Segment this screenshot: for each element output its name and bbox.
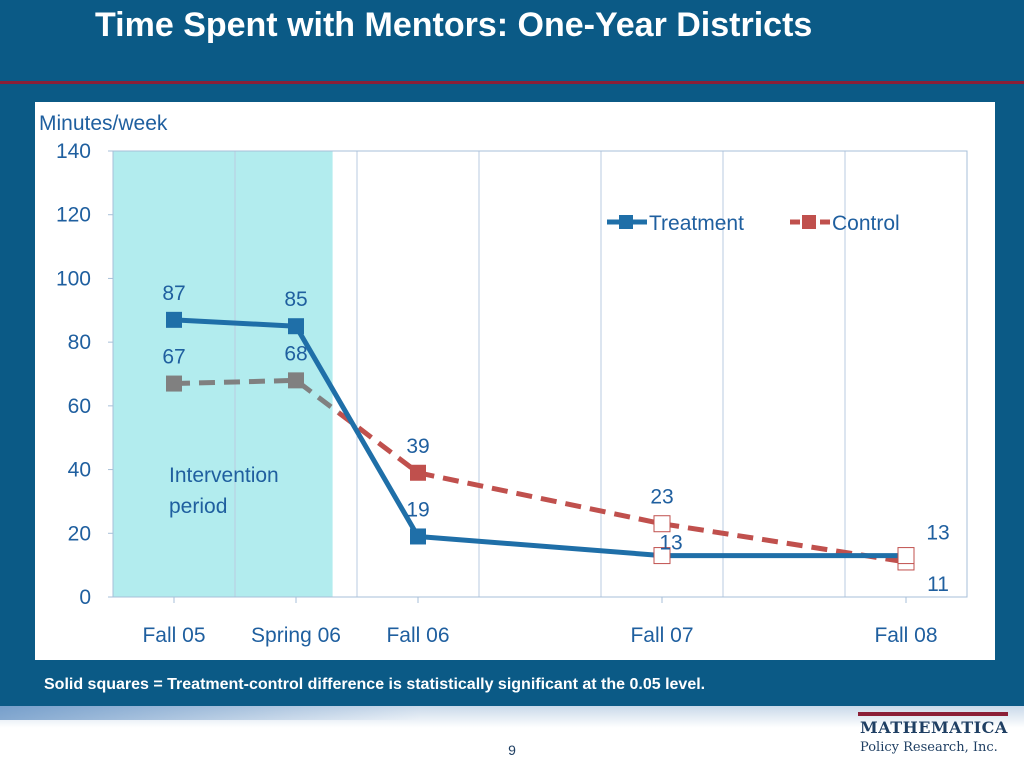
mathematica-logo: MATHEMATICA Policy Research, Inc. — [858, 712, 1008, 762]
line-chart: Minutes/week 0 20 40 60 80 100 120 140 Fall 05 Spr… — [39, 112, 968, 647]
intervention-label: period — [169, 495, 227, 518]
y-axis-label: Minutes/week — [39, 112, 168, 135]
y-tick-label: 140 — [56, 140, 91, 163]
bottom-band-stripe — [0, 706, 420, 720]
x-tick-label: Fall 07 — [630, 624, 693, 647]
slide-title: Time Spent with Mentors: One-Year Distri… — [95, 6, 813, 44]
y-tick-label: 80 — [68, 331, 91, 354]
logo-tagline: Policy Research, Inc. — [860, 740, 998, 755]
control-point — [288, 372, 304, 389]
control-data-label: 68 — [284, 342, 307, 365]
legend-treatment-marker — [619, 215, 633, 229]
treatment-data-label: 85 — [284, 288, 307, 311]
x-tick-label: Fall 08 — [874, 624, 937, 647]
control-data-label: 23 — [650, 486, 673, 509]
y-tick-label: 0 — [79, 586, 91, 609]
treatment-point — [653, 547, 671, 565]
treatment-data-label: 13 — [926, 522, 949, 545]
control-point — [653, 515, 671, 533]
plot-frame — [112, 150, 968, 598]
treatment-point — [288, 318, 304, 335]
logo-bar — [858, 712, 1008, 716]
y-tick-label: 120 — [56, 204, 91, 227]
legend-control-label: Control — [832, 212, 900, 235]
control-point — [410, 464, 426, 481]
treatment-point — [166, 311, 182, 328]
y-tick-label: 20 — [68, 522, 91, 545]
logo-name: MATHEMATICA — [860, 718, 1008, 737]
treatment-data-label: 13 — [659, 532, 682, 555]
footnote: Solid squares = Treatment-control differ… — [44, 676, 706, 693]
x-tick-label: Fall 06 — [386, 624, 449, 647]
page-number: 9 — [508, 742, 516, 758]
intervention-label: Intervention — [169, 464, 279, 487]
treatment-point — [410, 528, 426, 545]
treatment-data-label: 19 — [406, 498, 429, 521]
chart-panel: Minutes/week 0 20 40 60 80 100 120 140 Fall 05 Spr… — [35, 102, 995, 660]
x-tick-label: Fall 05 — [142, 624, 205, 647]
legend-control-marker — [802, 215, 816, 229]
control-data-label: 39 — [406, 435, 429, 458]
treatment-data-label: 87 — [162, 282, 185, 305]
x-tick-label: Spring 06 — [251, 624, 341, 647]
treatment-point — [897, 547, 915, 565]
control-line-pre — [173, 377, 341, 415]
y-tick-label: 100 — [56, 267, 91, 290]
control-point — [166, 375, 182, 392]
title-rule — [0, 81, 1024, 84]
control-data-label: 67 — [162, 346, 185, 369]
y-tick-label: 60 — [68, 395, 91, 418]
legend-treatment-label: Treatment — [649, 212, 744, 235]
y-tick-label: 40 — [68, 459, 91, 482]
control-data-label: 11 — [927, 573, 949, 596]
